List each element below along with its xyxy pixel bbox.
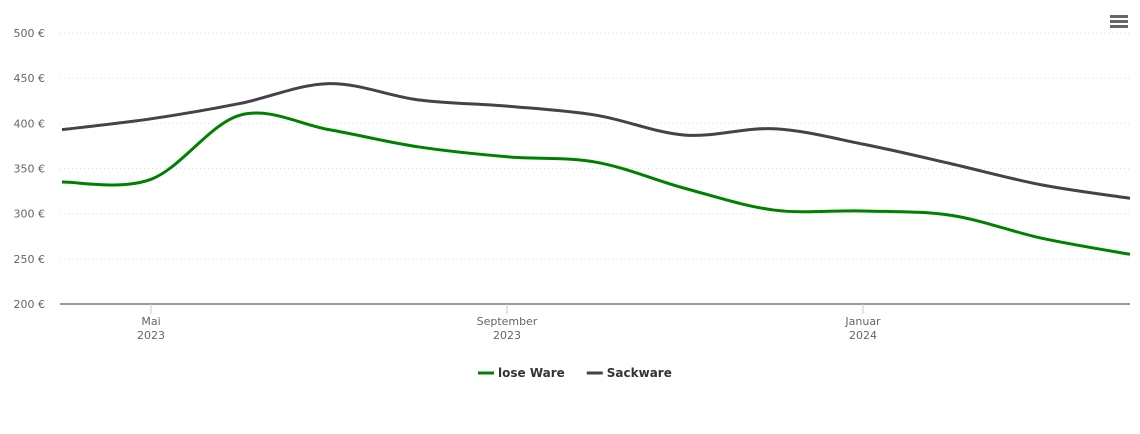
x-tick-label: September 2023 — [477, 315, 538, 342]
legend-label[interactable]: Sackware — [607, 366, 672, 380]
legend-label[interactable]: lose Ware — [498, 366, 565, 380]
menu-bar — [1110, 15, 1128, 18]
legend: lose Ware Sackware — [478, 366, 672, 380]
y-tick-label: 500 € — [14, 27, 46, 40]
menu-bar — [1110, 20, 1128, 23]
y-tick-label: 400 € — [14, 117, 46, 130]
menu-icon[interactable] — [1110, 15, 1128, 28]
menu-bar — [1110, 25, 1128, 28]
line — [61, 82, 1131, 200]
x-tick-label: Januar 2024 — [844, 315, 881, 342]
y-tick-label: 350 € — [14, 163, 46, 176]
y-tick-label: 200 € — [14, 298, 46, 311]
y-tick-label: 250 € — [14, 253, 46, 266]
line — [61, 111, 1131, 256]
y-tick-label: 300 € — [14, 208, 46, 221]
x-tick-label: Mai 2023 — [137, 315, 165, 342]
y-tick-label: 450 € — [14, 72, 46, 85]
